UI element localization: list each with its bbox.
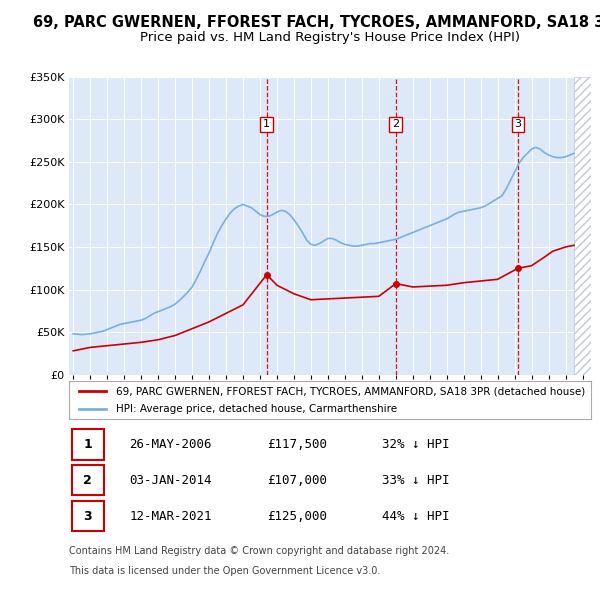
Text: Price paid vs. HM Land Registry's House Price Index (HPI): Price paid vs. HM Land Registry's House … (140, 31, 520, 44)
Text: This data is licensed under the Open Government Licence v3.0.: This data is licensed under the Open Gov… (69, 566, 380, 576)
Text: 3: 3 (83, 510, 92, 523)
Text: 44% ↓ HPI: 44% ↓ HPI (382, 510, 450, 523)
Text: 69, PARC GWERNEN, FFOREST FACH, TYCROES, AMMANFORD, SA18 3PR (detached house): 69, PARC GWERNEN, FFOREST FACH, TYCROES,… (116, 386, 585, 396)
Text: £107,000: £107,000 (268, 474, 328, 487)
Text: £125,000: £125,000 (268, 510, 328, 523)
Text: 3: 3 (515, 119, 521, 129)
Bar (574, 77, 591, 375)
Text: 03-JAN-2014: 03-JAN-2014 (129, 474, 212, 487)
Text: 2: 2 (83, 474, 92, 487)
FancyBboxPatch shape (71, 465, 104, 496)
Text: 1: 1 (263, 119, 270, 129)
Text: 2: 2 (392, 119, 400, 129)
Text: 33% ↓ HPI: 33% ↓ HPI (382, 474, 450, 487)
Text: 26-MAY-2006: 26-MAY-2006 (129, 438, 212, 451)
FancyBboxPatch shape (71, 501, 104, 531)
Text: Contains HM Land Registry data © Crown copyright and database right 2024.: Contains HM Land Registry data © Crown c… (69, 546, 449, 556)
Text: 12-MAR-2021: 12-MAR-2021 (129, 510, 212, 523)
FancyBboxPatch shape (71, 430, 104, 460)
Text: 32% ↓ HPI: 32% ↓ HPI (382, 438, 450, 451)
Text: HPI: Average price, detached house, Carmarthenshire: HPI: Average price, detached house, Carm… (116, 404, 397, 414)
Text: 69, PARC GWERNEN, FFOREST FACH, TYCROES, AMMANFORD, SA18 3PR: 69, PARC GWERNEN, FFOREST FACH, TYCROES,… (34, 15, 600, 30)
Text: 1: 1 (83, 438, 92, 451)
Text: £117,500: £117,500 (268, 438, 328, 451)
